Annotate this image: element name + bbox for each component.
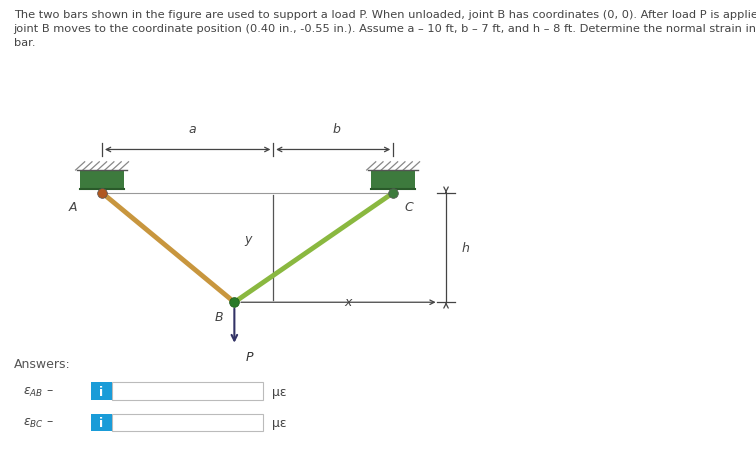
Bar (80, 171, 124, 190)
Text: b: b (333, 123, 340, 136)
Text: A: A (69, 200, 77, 213)
Text: i: i (99, 416, 104, 429)
Text: The two bars shown in the figure are used to support a load P. When unloaded, jo: The two bars shown in the figure are use… (14, 10, 756, 48)
Text: με: με (272, 385, 287, 398)
Bar (112, 414, 263, 431)
Text: a: a (189, 123, 197, 136)
Bar (91, 414, 112, 431)
Text: y: y (244, 233, 252, 245)
Text: Answers:: Answers: (14, 357, 70, 370)
Text: P: P (246, 351, 253, 364)
Text: $\varepsilon_{AB}$ –: $\varepsilon_{AB}$ – (23, 385, 54, 398)
Bar (112, 383, 263, 400)
Bar (371, 171, 415, 190)
Text: h: h (461, 242, 469, 254)
Text: x: x (344, 295, 352, 308)
Bar (91, 383, 112, 400)
Text: B: B (215, 310, 224, 324)
Text: $\varepsilon_{BC}$ –: $\varepsilon_{BC}$ – (23, 416, 54, 429)
Text: i: i (99, 385, 104, 398)
Text: C: C (404, 200, 414, 213)
Text: με: με (272, 416, 287, 429)
